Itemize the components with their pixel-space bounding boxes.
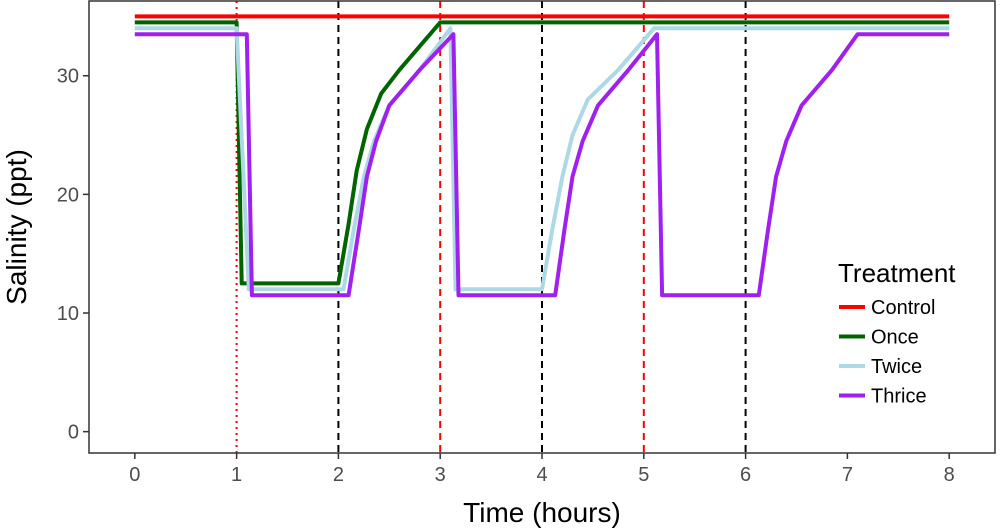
legend-title: Treatment — [838, 258, 956, 288]
y-tick-label-20: 20 — [57, 184, 79, 206]
legend-label-once: Once — [871, 327, 919, 349]
y-tick-label-30: 30 — [57, 66, 79, 88]
x-tick-label-0: 0 — [129, 464, 140, 486]
x-tick-label-8: 8 — [944, 464, 955, 486]
x-tick-label-1: 1 — [231, 464, 242, 486]
legend-label-thrice: Thrice — [871, 386, 927, 408]
y-tick-label-10: 10 — [57, 303, 79, 325]
x-tick-label-6: 6 — [740, 464, 751, 486]
x-tick-label-7: 7 — [842, 464, 853, 486]
x-tick-label-3: 3 — [435, 464, 446, 486]
y-axis: 0 10 20 30 — [57, 66, 89, 444]
series-lines — [134, 14, 950, 298]
reference-lines — [235, 1, 747, 453]
legend-label-control: Control — [871, 297, 935, 319]
y-tick-label-0: 0 — [68, 422, 79, 444]
y-axis-title: Salinity (ppt) — [1, 149, 32, 305]
x-axis-title: Time (hours) — [463, 497, 621, 528]
legend: Treatment Control Once Twice Thrice — [838, 258, 956, 408]
x-tick-label-2: 2 — [333, 464, 344, 486]
x-tick-label-5: 5 — [638, 464, 649, 486]
x-axis: 0 1 2 3 4 5 6 7 8 — [129, 453, 955, 486]
x-tick-label-4: 4 — [536, 464, 547, 486]
series-line-twice — [134, 26, 950, 292]
series-line-once — [134, 20, 950, 286]
legend-label-twice: Twice — [871, 356, 922, 378]
series-line-thrice — [134, 32, 950, 298]
